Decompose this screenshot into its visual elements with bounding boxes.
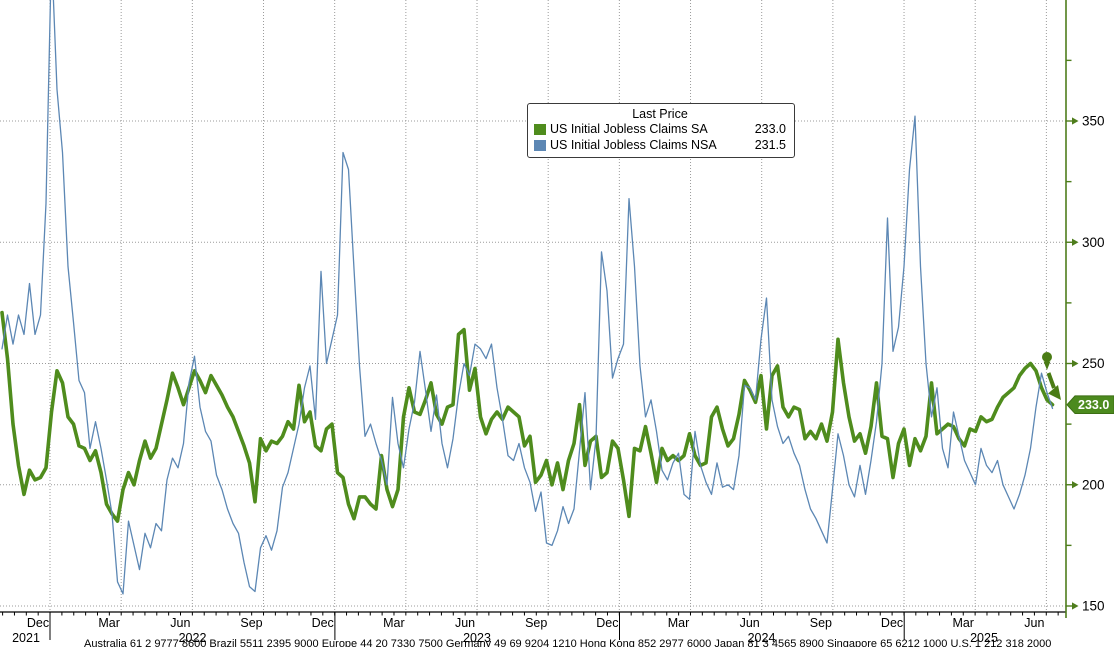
gridlines bbox=[0, 0, 1066, 612]
legend-row-sa: US Initial Jobless Claims SA 233.0 bbox=[534, 122, 786, 138]
x-axis: Dec Mar Jun Sep Dec Mar Jun Sep Dec Mar Jun Sep Dec M… bbox=[0, 611, 1066, 645]
x-axis-month-label: Mar bbox=[98, 616, 120, 630]
last-price-badge bbox=[1066, 395, 1114, 415]
x-axis-year-label: 2022 bbox=[179, 631, 207, 645]
x-axis-month-label: Sep bbox=[240, 616, 262, 630]
y-tick-arrow bbox=[1072, 481, 1079, 489]
y-tick-arrow bbox=[1072, 602, 1079, 610]
nsa-series-label: US Initial Jobless Claims NSA bbox=[550, 137, 717, 152]
x-axis-year-label: 2025 bbox=[970, 631, 998, 645]
x-axis-month-label: Mar bbox=[952, 616, 974, 630]
annotation-pin-icon bbox=[1042, 352, 1052, 362]
y-tick-arrow bbox=[1072, 117, 1079, 125]
y-axis-label: 300 bbox=[1082, 235, 1105, 250]
x-axis-year-label: 2024 bbox=[748, 631, 776, 645]
y-axis-label: 350 bbox=[1082, 114, 1105, 129]
footer-text: Australia 61 2 9777 8600 Brazil 5511 239… bbox=[84, 639, 1052, 647]
x-axis-month-label: Dec bbox=[27, 616, 49, 630]
series-line-sa bbox=[0, 310, 1055, 523]
y-axis-label: 250 bbox=[1082, 356, 1105, 371]
series-line-nsa bbox=[1, 0, 1054, 595]
x-axis-month-label: Mar bbox=[668, 616, 690, 630]
y-tick-arrow bbox=[1072, 238, 1079, 246]
x-axis-month-label: Mar bbox=[383, 616, 405, 630]
x-axis-month-label: Dec bbox=[596, 616, 618, 630]
sa-series-value: 233.0 bbox=[754, 122, 786, 136]
x-axis-month-label: Jun bbox=[455, 616, 475, 630]
annotation-arrow-shaft bbox=[1046, 372, 1056, 389]
x-axis-month-label: Sep bbox=[525, 616, 547, 630]
chart-legend: Last Price US Initial Jobless Claims SA … bbox=[527, 103, 795, 158]
legend-title: Last Price bbox=[632, 107, 688, 121]
legend-row-nsa: US Initial Jobless Claims NSA 231.5 bbox=[534, 138, 786, 154]
nsa-series-value: 231.5 bbox=[754, 137, 786, 152]
y-axis: 350 300 250 200 150 233.0 bbox=[1065, 0, 1114, 618]
y-axis-label: 150 bbox=[1082, 599, 1105, 614]
x-axis-month-label: Jun bbox=[170, 616, 190, 630]
x-axis-month-label: Dec bbox=[312, 616, 334, 630]
series-lines bbox=[0, 0, 1055, 595]
annotation-arrow-head-icon bbox=[1048, 385, 1061, 400]
x-axis-month-label: Sep bbox=[810, 616, 832, 630]
x-axis-year-label: 2023 bbox=[463, 631, 491, 645]
last-price-badge-label: 233.0 bbox=[1078, 398, 1109, 412]
annotation-pin-tail bbox=[1043, 361, 1051, 370]
nsa-series-swatch bbox=[534, 139, 546, 151]
x-axis-month-label: Jun bbox=[1024, 616, 1044, 630]
sa-series-swatch bbox=[534, 124, 546, 136]
x-axis-month-label: Jun bbox=[740, 616, 760, 630]
y-tick-arrow bbox=[1072, 359, 1079, 368]
annotation-arrow-group bbox=[1042, 352, 1061, 400]
y-axis-label: 200 bbox=[1082, 477, 1105, 492]
x-axis-month-label: Dec bbox=[881, 616, 903, 630]
x-axis-year-label: 2021 bbox=[12, 631, 40, 645]
sa-series-label: US Initial Jobless Claims SA bbox=[550, 122, 708, 136]
